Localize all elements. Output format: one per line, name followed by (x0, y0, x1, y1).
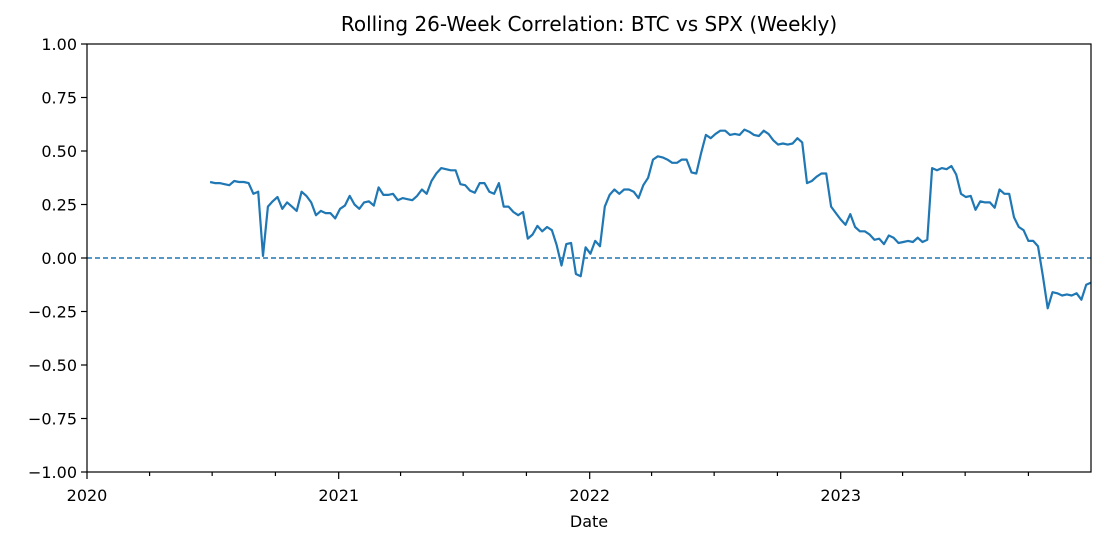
x-axis-label: Date (570, 512, 608, 531)
y-axis-ticks: 1.00 0.75 0.50 0.25 0.00 −0.25 −0.50 −0.75 −1.00 (28, 35, 87, 482)
y-tick-label: −1.00 (28, 463, 77, 482)
x-tick-label: 2022 (569, 486, 610, 505)
y-tick-label: −0.25 (28, 303, 77, 322)
x-axis-ticks: 2020 2021 2022 2023 (67, 472, 1030, 505)
y-tick-label: 0.50 (41, 142, 77, 161)
x-tick-label: 2021 (318, 486, 359, 505)
chart-title: Rolling 26-Week Correlation: BTC vs SPX … (341, 12, 837, 36)
x-tick-label: 2020 (67, 486, 108, 505)
x-tick-label: 2023 (820, 486, 861, 505)
y-tick-label: −0.50 (28, 356, 77, 375)
y-tick-label: 1.00 (41, 35, 77, 54)
correlation-series-line (209, 128, 1092, 310)
plot-area-frame (86, 43, 1092, 473)
y-tick-label: 0.75 (41, 89, 77, 108)
y-tick-label: 0.00 (41, 249, 77, 268)
y-tick-label: 0.25 (41, 196, 77, 215)
y-tick-label: −0.75 (28, 410, 77, 429)
